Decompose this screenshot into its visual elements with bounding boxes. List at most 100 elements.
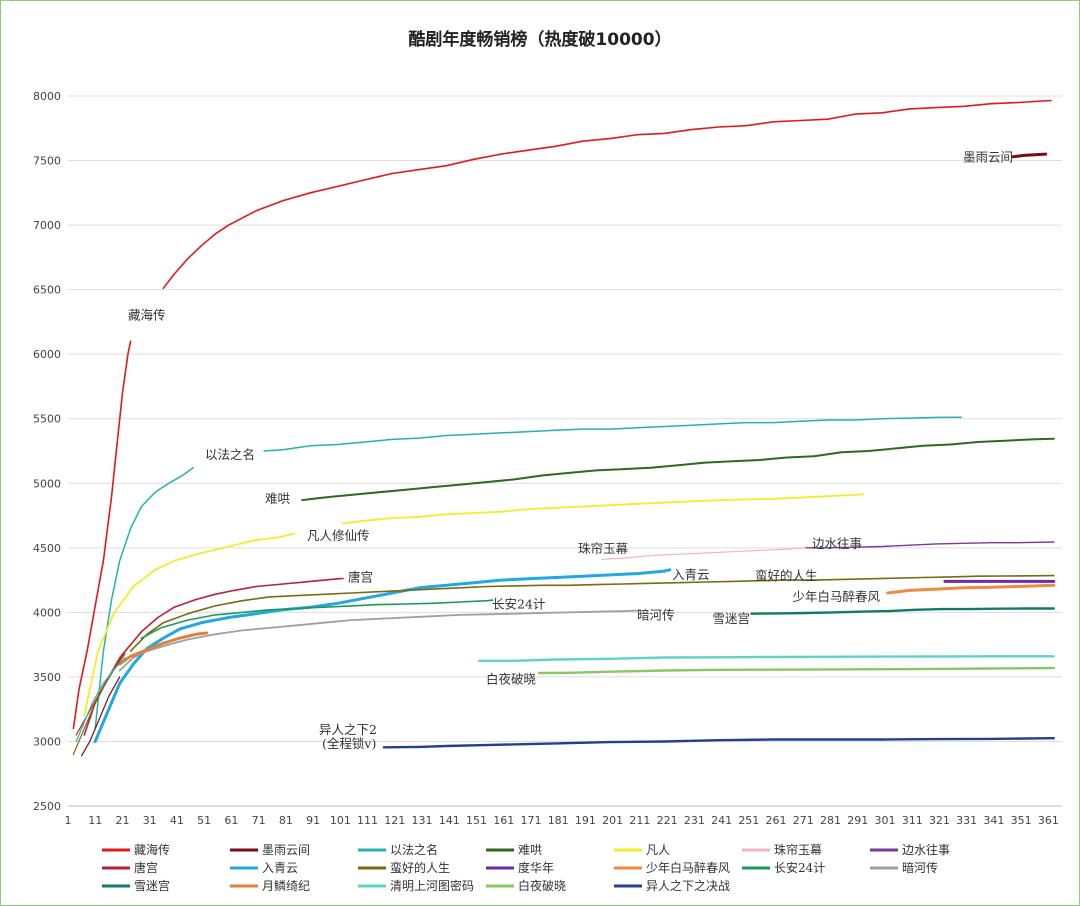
x-tick-label: 11 [88,814,102,827]
x-tick-label: 1 [65,814,72,827]
x-tick-label: 161 [493,814,514,827]
y-tick-label: 7000 [33,219,61,232]
series-data-label: 蛮好的人生 [755,568,818,583]
legend-label: 墨雨云间 [262,843,310,857]
legend-label: 长安24计 [774,860,825,875]
legend-label: 入青云 [262,861,298,875]
series-line [382,737,1056,749]
x-tick-label: 281 [820,814,841,827]
x-tick-label: 81 [279,814,293,827]
x-tick-label: 341 [983,814,1004,827]
x-tick-label: 271 [793,814,814,827]
y-tick-label: 2500 [33,800,61,813]
legend-label: 雪迷宫 [134,878,170,893]
series-line [75,656,126,743]
y-tick-label: 4000 [33,606,61,619]
y-tick-label: 8000 [33,90,61,103]
series-line [805,541,1055,549]
x-tick-label: 201 [602,814,623,827]
series-line [93,568,672,743]
series-data-label: 唐宫 [348,570,373,585]
x-tick-label: 301 [874,814,895,827]
x-tick-label: 321 [929,814,950,827]
x-tick-label: 151 [466,814,487,827]
x-tick-label: 291 [847,814,868,827]
legend-label: 暗河传 [902,860,938,875]
x-tick-label: 61 [224,814,238,827]
series-line [72,340,132,730]
series-line [83,532,295,717]
x-tick-label: 91 [306,814,320,827]
annotation-label: 异人之下2 [319,722,377,737]
x-tick-label: 351 [1011,814,1032,827]
x-tick-label: 111 [357,814,378,827]
legend-label: 白夜破晓 [518,878,566,893]
x-tick-label: 241 [711,814,732,827]
series-data-label: 入青云 [672,567,710,582]
y-tick-label: 6000 [33,348,61,361]
x-axis: 1 11 21 31 41 51 61 71 81 91 101 111 121 131 141 151 161… [65,805,1062,827]
x-tick-label: 71 [252,814,266,827]
legend-label: 月鳞绮纪 [262,879,310,893]
series-line [129,574,1055,652]
legend-label: 藏海传 [134,842,170,857]
legend-label: 难哄 [518,843,542,857]
series-data-label: 长安24计 [492,597,545,612]
legend-label: 凡人 [646,843,670,857]
y-tick-label: 3000 [33,735,61,748]
legend-label: 唐宫 [134,860,158,875]
y-tick-label: 5500 [33,413,61,426]
series-line [342,493,865,525]
series-line [72,653,126,756]
series-data-label: 凡人修仙传 [307,528,370,543]
series-line [80,676,121,757]
series-data-label: 少年白马醉春风 [792,589,880,604]
chart-title: 酷剧年度畅销榜（热度破10000） [408,29,671,50]
y-tick-label: 7500 [33,155,61,168]
x-tick-label: 181 [548,814,569,827]
x-tick-label: 101 [330,814,351,827]
legend-label: 以法之名 [390,842,438,857]
x-tick-label: 361 [1038,814,1059,827]
series-lines [72,99,1056,757]
series-data-label: 雪迷宫 [712,611,750,626]
series-line [263,416,962,452]
x-tick-label: 311 [902,814,923,827]
series-data-label: 白夜破晓 [486,671,537,686]
x-tick-label: 251 [738,814,759,827]
series-line [162,99,1052,290]
series-line [301,437,1055,502]
legend-label: 清明上河图密码 [390,878,474,893]
y-tick-label: 3500 [33,671,61,684]
series-line [118,631,209,666]
series-data-label: 暗河传 [637,608,675,623]
series-line [478,655,1056,662]
legend-label: 边水往事 [902,842,950,857]
legend-label: 少年白马醉春风 [646,860,730,875]
x-tick-label: 51 [197,814,211,827]
series-data-label: 难哄 [265,491,291,506]
series-line [886,583,1056,595]
series-data-label: 墨雨云间 [963,149,1013,164]
legend-label: 度华年 [518,860,554,875]
series-data-label: 珠帘玉幕 [578,541,629,556]
x-tick-label: 261 [766,814,787,827]
legend-label: 异人之下之决战 [646,879,730,893]
x-tick-label: 121 [384,814,405,827]
x-tick-label: 221 [657,814,678,827]
series-line [601,547,807,561]
series-line [94,467,195,730]
series-line [537,666,1056,675]
series-line [118,609,641,672]
x-tick-label: 211 [629,814,650,827]
series-line [1011,152,1048,159]
series-line [750,607,1056,615]
legend-label: 蛮好的人生 [390,860,450,875]
series-data-label: 边水往事 [812,536,862,551]
x-tick-label: 231 [684,814,705,827]
x-tick-label: 21 [115,814,129,827]
x-tick-label: 141 [439,814,460,827]
